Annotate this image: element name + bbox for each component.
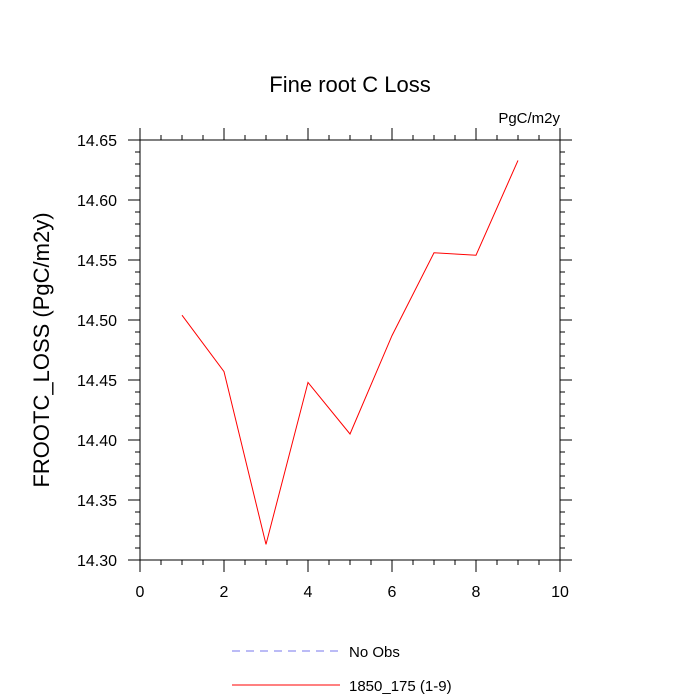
legend: No Obs 1850_175 (1-9)	[232, 644, 452, 695]
legend-label: 1850_175 (1-9)	[349, 678, 452, 695]
x-tick-label: 0	[136, 584, 145, 601]
y-tick-labels: 14.30 14.35 14.40 14.45 14.50 14.55 14.60 14.65	[77, 133, 117, 570]
y-axis-label: FROOTC_LOSS (PgC/m2y)	[29, 212, 54, 487]
x-tick-label: 6	[388, 584, 397, 601]
series-lines	[181, 160, 519, 545]
y-tick-label: 14.60	[77, 193, 117, 210]
y-tick-label: 14.45	[77, 373, 117, 390]
y-tick-label: 14.40	[77, 433, 117, 450]
y-tick-label: 14.30	[77, 553, 117, 570]
y-tick-label: 14.55	[77, 253, 117, 270]
y-tick-label: 14.65	[77, 133, 117, 150]
legend-label: No Obs	[349, 644, 400, 661]
axis-ticks	[128, 128, 572, 572]
series-line	[181, 160, 519, 545]
x-tick-label: 8	[472, 584, 481, 601]
x-tick-label: 4	[304, 584, 313, 601]
plot-frame	[139, 139, 561, 561]
chart-title: Fine root C Loss	[269, 72, 430, 97]
x-tick-label: 10	[551, 584, 569, 601]
units-label: PgC/m2y	[498, 110, 560, 127]
x-tick-labels: 0 2 4 6 8 10	[136, 584, 569, 601]
y-tick-label: 14.35	[77, 493, 117, 510]
y-tick-label: 14.50	[77, 313, 117, 330]
x-tick-label: 2	[220, 584, 229, 601]
